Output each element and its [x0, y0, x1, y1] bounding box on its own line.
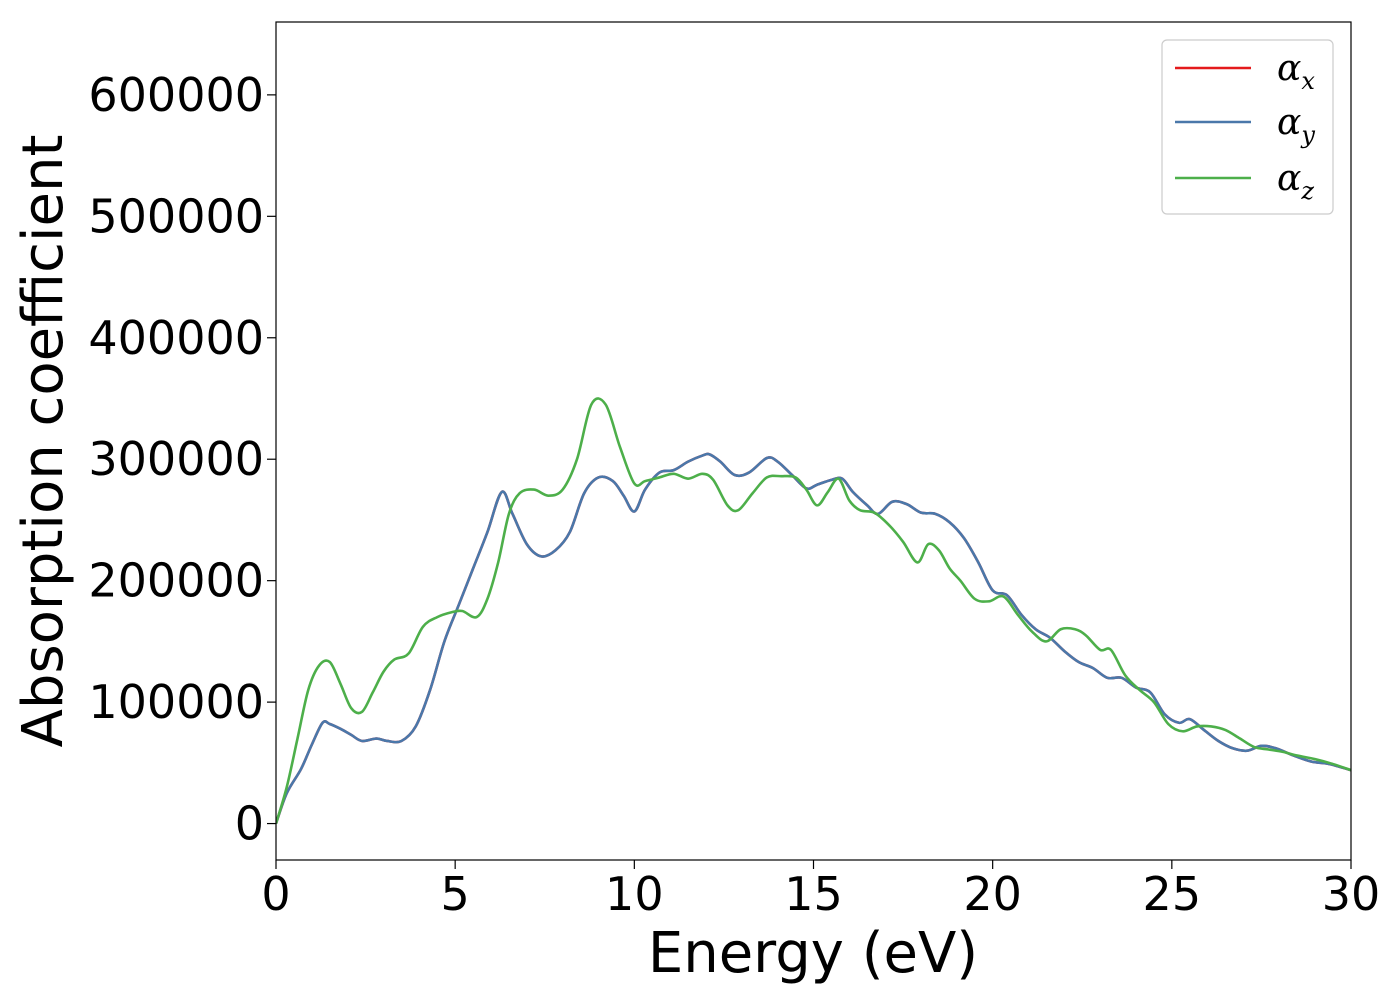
legend-label-subscript: z: [1300, 177, 1314, 205]
y-tick-label: 600000: [88, 68, 264, 122]
x-tick-label: 5: [441, 867, 470, 921]
x-axis-ticks: 0 5 10 15 20 25 30: [261, 860, 1380, 921]
x-tick-label: 20: [963, 867, 1022, 921]
series-line-y: [276, 452, 1351, 825]
y-axis-ticks: 0 100000 200000 300000 400000 500000 600000: [88, 68, 276, 851]
legend-label-z: αz: [1277, 158, 1314, 205]
y-tick-label: 200000: [88, 554, 264, 608]
legend-label-symbol: α: [1277, 48, 1301, 89]
x-tick-label: 15: [784, 867, 843, 921]
legend-label-symbol: α: [1277, 158, 1301, 199]
y-tick-label: 400000: [88, 311, 264, 365]
y-tick-label: 100000: [88, 675, 264, 729]
legend-label-symbol: α: [1277, 102, 1301, 143]
x-tick-label: 25: [1143, 867, 1202, 921]
x-axis-label: Energy (eV): [648, 921, 978, 986]
x-tick-label: 10: [605, 867, 664, 921]
y-tick-label: 300000: [88, 432, 264, 486]
y-tick-label: 500000: [88, 189, 264, 243]
x-tick-label: 0: [261, 867, 290, 921]
legend-label-x: αx: [1277, 48, 1315, 95]
legend-label-subscript: x: [1301, 67, 1315, 95]
series-line-z: [276, 397, 1351, 824]
series-layer: [276, 397, 1351, 825]
legend-box: [1161, 39, 1334, 215]
legend-label-y: αy: [1277, 102, 1315, 149]
legend-label-subscript: y: [1300, 121, 1315, 149]
x-tick-label: 30: [1322, 867, 1381, 921]
y-axis-label: Absorption coefficient: [11, 135, 76, 748]
y-tick-label: 0: [235, 797, 264, 851]
